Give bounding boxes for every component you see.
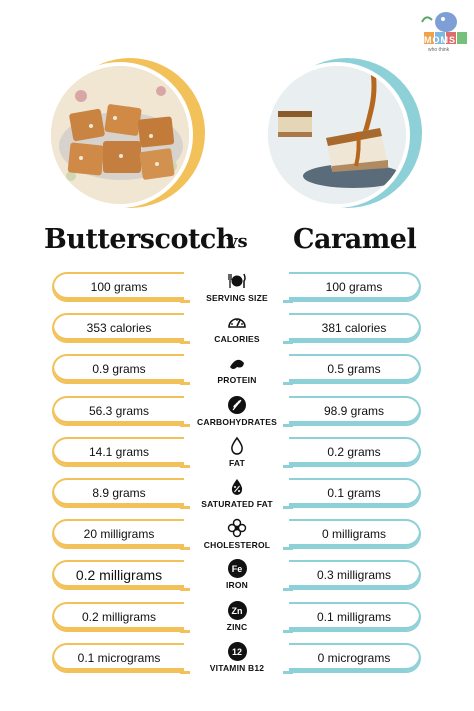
butterscotch-value: 0.2 milligrams: [52, 602, 190, 633]
butterscotch-value: 8.9 grams: [52, 478, 190, 509]
nutrient-label: FAT: [228, 458, 246, 468]
nutrient-label: CARBOHYDRATES: [197, 417, 277, 427]
caramel-value: 0.5 grams: [283, 354, 421, 385]
nutrient-label-group: Fe IRON: [190, 559, 284, 590]
nutrient-label: IRON: [225, 580, 249, 590]
nutrient-label: ZINC: [226, 622, 248, 632]
moms-logo: [421, 12, 467, 44]
caramel-value: 0.1 grams: [283, 478, 421, 509]
caramel-value: 381 calories: [283, 313, 421, 344]
nutrient-label: CHOLESTEROL: [203, 540, 271, 550]
b12-badge-icon: 12: [227, 642, 247, 661]
butterscotch-value: 0.1 micrograms: [52, 643, 190, 674]
nutrient-label-group: SATURATED FAT: [190, 477, 284, 509]
nutrient-label: VITAMIN B12: [209, 663, 265, 673]
caramel-photo: [264, 58, 434, 208]
nutrient-label: CALORIES: [214, 334, 260, 344]
protein-icon: [190, 353, 284, 373]
nutrient-label: PROTEIN: [217, 375, 257, 385]
caramel-value: 98.9 grams: [283, 396, 421, 427]
butterscotch-value: 353 calories: [52, 313, 190, 344]
wheat-icon: [190, 395, 284, 415]
caramel-value: 0.3 milligrams: [283, 560, 421, 591]
flower-icon: [190, 518, 284, 538]
caramel-value: 0 micrograms: [283, 643, 421, 674]
caramel-title: Caramel: [293, 224, 417, 255]
logo-text: MOMS: [424, 35, 456, 45]
butterscotch-value: 100 grams: [52, 272, 190, 303]
caramel-value: 100 grams: [283, 272, 421, 303]
gauge-icon: [190, 312, 284, 332]
nutrient-label-group: PROTEIN: [190, 353, 284, 385]
fe-badge-icon: Fe: [227, 559, 247, 578]
butterscotch-photo: [47, 58, 217, 208]
zn-badge-icon: Zn: [227, 601, 247, 620]
butterscotch-value: 20 milligrams: [52, 519, 190, 550]
butterscotch-title: Butterscotch: [44, 224, 236, 255]
nutrient-label-group: CHOLESTEROL: [190, 518, 284, 550]
caramel-value: 0.2 grams: [283, 437, 421, 468]
butterscotch-value: 56.3 grams: [52, 396, 190, 427]
vs-label: vs: [227, 231, 248, 252]
butterscotch-value: 0.2 milligrams: [52, 560, 190, 591]
butterscotch-value: 0.9 grams: [52, 354, 190, 385]
nutrient-label: SERVING SIZE: [206, 293, 268, 303]
droplet-icon: [190, 436, 284, 456]
butterscotch-value: 14.1 grams: [52, 437, 190, 468]
nutrient-label-group: 12 VITAMIN B12: [190, 642, 284, 673]
percent-drop-icon: [190, 477, 284, 497]
caramel-value: 0.1 milligrams: [283, 602, 421, 633]
nutrient-label-group: Zn ZINC: [190, 601, 284, 632]
utensils-icon: [190, 271, 284, 291]
caramel-value: 0 milligrams: [283, 519, 421, 550]
nutrient-label-group: CARBOHYDRATES: [190, 395, 284, 427]
nutrient-label-group: FAT: [190, 436, 284, 468]
nutrient-label-group: CALORIES: [190, 312, 284, 344]
logo-tagline: who think: [428, 47, 450, 53]
nutrient-label-group: SERVING SIZE: [190, 271, 284, 303]
nutrient-label: SATURATED FAT: [201, 499, 273, 509]
